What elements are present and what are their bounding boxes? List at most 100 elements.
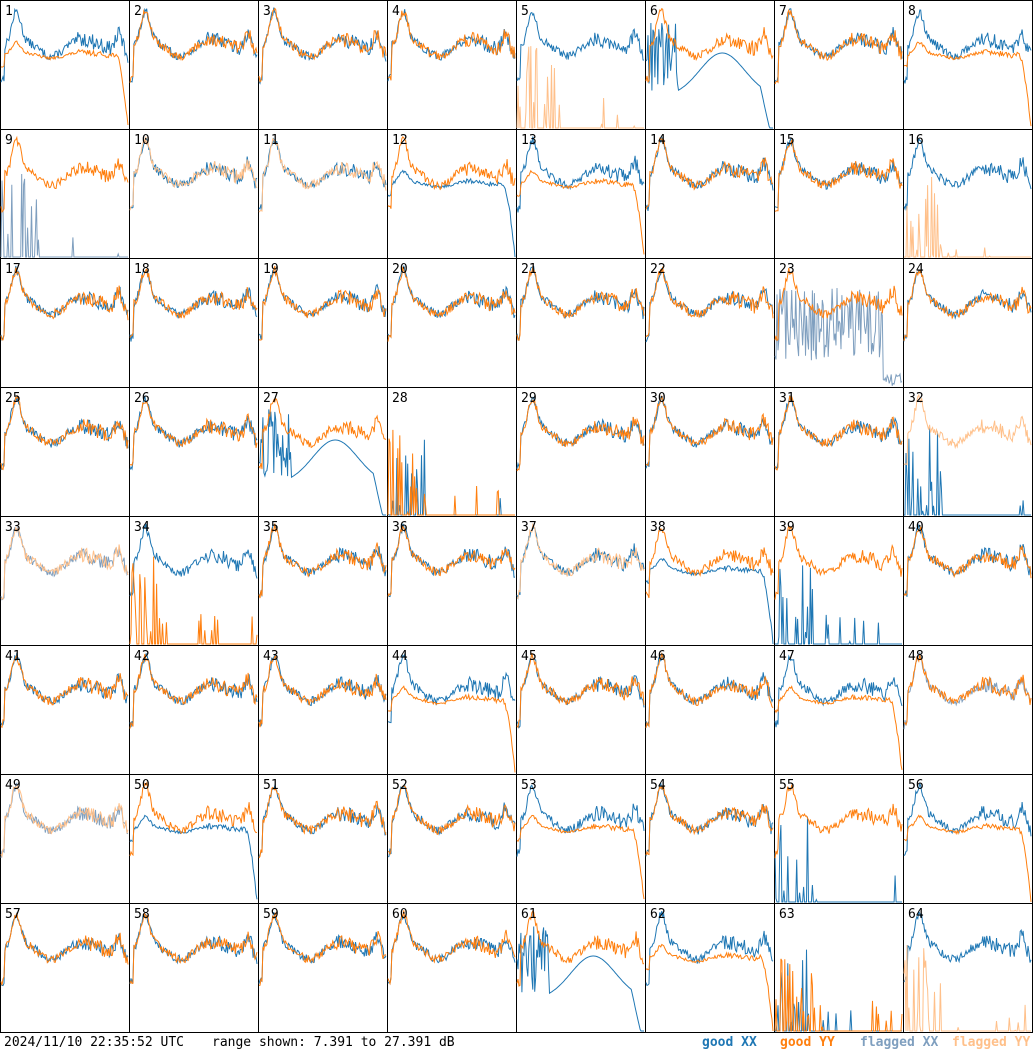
panel: 12: [387, 129, 517, 259]
panel-number: 50: [134, 778, 150, 793]
panel-number: 20: [392, 262, 408, 277]
series-yy-line: [258, 265, 387, 341]
panel: 45: [516, 645, 646, 775]
series-xx-line: [774, 816, 902, 903]
panel-frame: [0, 129, 130, 259]
panel: 54: [645, 774, 775, 904]
panel: 38: [645, 516, 775, 646]
panel-number: 42: [134, 649, 150, 664]
panel: 42: [129, 645, 259, 775]
panel: 25: [0, 387, 130, 517]
panel: 16: [903, 129, 1033, 259]
series-xx-line: [774, 287, 903, 386]
series-xx-line: [516, 926, 644, 1032]
series-yy-line: [516, 169, 645, 255]
panel-frame: [0, 903, 130, 1033]
panel-number: 19: [263, 262, 279, 277]
legend-good-xx: good XX: [702, 1035, 757, 1050]
series-xx-line: [903, 909, 1032, 983]
series-yy-line: [774, 958, 903, 1032]
panel-number: 25: [5, 391, 21, 406]
panel: 17: [0, 258, 130, 388]
panel: 52: [387, 774, 517, 904]
panel: 29: [516, 387, 646, 517]
series-yy-line: [516, 814, 645, 900]
panel: 3: [258, 0, 388, 130]
series-xx-line: [387, 169, 516, 258]
panel: 41: [0, 645, 130, 775]
panel-number: 57: [5, 907, 21, 922]
panel-number: 53: [521, 778, 537, 793]
footer-bar: 2024/11/10 22:35:52 UTC range shown: 7.3…: [0, 1033, 1033, 1053]
panel-number: 58: [134, 907, 150, 922]
series-xx-line: [774, 137, 903, 209]
panel: 47: [774, 645, 904, 775]
series-yy-line: [387, 136, 516, 209]
panel: 63: [774, 903, 904, 1033]
series-xx-line: [775, 565, 902, 645]
series-yy-line: [645, 785, 774, 856]
panel-number: 46: [650, 649, 666, 664]
series-xx-line: [903, 783, 1032, 856]
panel: 13: [516, 129, 646, 259]
series-xx-line: [903, 9, 1032, 84]
panel-number: 21: [521, 262, 537, 277]
timestamp: 2024/11/10 22:35:52 UTC: [4, 1035, 185, 1050]
panel-number: 60: [392, 907, 408, 922]
series-yy-line: [904, 41, 1032, 127]
series-yy-line: [258, 523, 387, 599]
panel-number: 24: [908, 262, 924, 277]
panel-number: 35: [263, 520, 279, 535]
panel: 56: [903, 774, 1033, 904]
legend-flagged-xx: flagged XX: [860, 1035, 939, 1050]
series-xx-line: [0, 7, 129, 83]
panel: 34: [129, 516, 259, 646]
series-xx-line: [904, 427, 1031, 516]
panel-number: 44: [392, 649, 408, 664]
panel-number: 45: [521, 649, 537, 664]
series-yy-line: [129, 8, 258, 83]
panel: 55: [774, 774, 904, 904]
panel-frame: [129, 516, 259, 646]
panel-number: 27: [263, 391, 279, 406]
panel-number: 36: [392, 520, 408, 535]
legend-good-yy: good YY: [780, 1035, 835, 1050]
panel: 48: [903, 645, 1033, 775]
series-yy-line: [516, 46, 644, 129]
panel-number: 49: [5, 778, 21, 793]
panel-number: 4: [392, 4, 400, 19]
series-yy-line: [387, 524, 516, 597]
panel: 58: [129, 903, 259, 1033]
series-yy-line: [903, 393, 1032, 466]
panel-frame: [387, 774, 517, 904]
panel-number: 38: [650, 520, 666, 535]
panel-number: 64: [908, 907, 924, 922]
series-xx-line: [903, 137, 1032, 212]
panel-number: 17: [5, 262, 21, 277]
panel-number: 10: [134, 133, 150, 148]
series-xx-line: [645, 557, 774, 645]
series-yy-line: [387, 685, 516, 773]
series-xx-line: [516, 11, 645, 82]
panel: 15: [774, 129, 904, 259]
series-yy-line: [903, 944, 1031, 1032]
legend-flagged-yy: flagged YY: [952, 1035, 1031, 1050]
panel-number: 8: [908, 4, 916, 19]
panel-number: 12: [392, 133, 408, 148]
panel-number: 52: [392, 778, 408, 793]
series-yy-line: [645, 7, 774, 83]
series-yy-line: [903, 814, 1032, 902]
series-yy-line: [129, 653, 258, 729]
series-yy-line: [0, 785, 129, 858]
series-xx-line: [129, 814, 258, 900]
series-xx-line: [0, 782, 129, 858]
series-yy-line: [0, 527, 129, 601]
panel: 30: [645, 387, 775, 517]
panel: 59: [258, 903, 388, 1033]
panel-number: 15: [779, 133, 795, 148]
panel-frame: [0, 774, 130, 904]
series-yy-line: [0, 40, 129, 126]
series-yy-line: [0, 913, 129, 986]
series-yy-line: [129, 556, 258, 645]
